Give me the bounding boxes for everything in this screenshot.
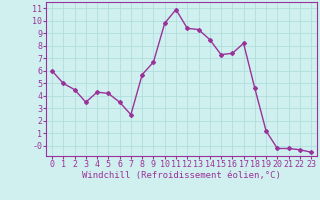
X-axis label: Windchill (Refroidissement éolien,°C): Windchill (Refroidissement éolien,°C): [82, 171, 281, 180]
